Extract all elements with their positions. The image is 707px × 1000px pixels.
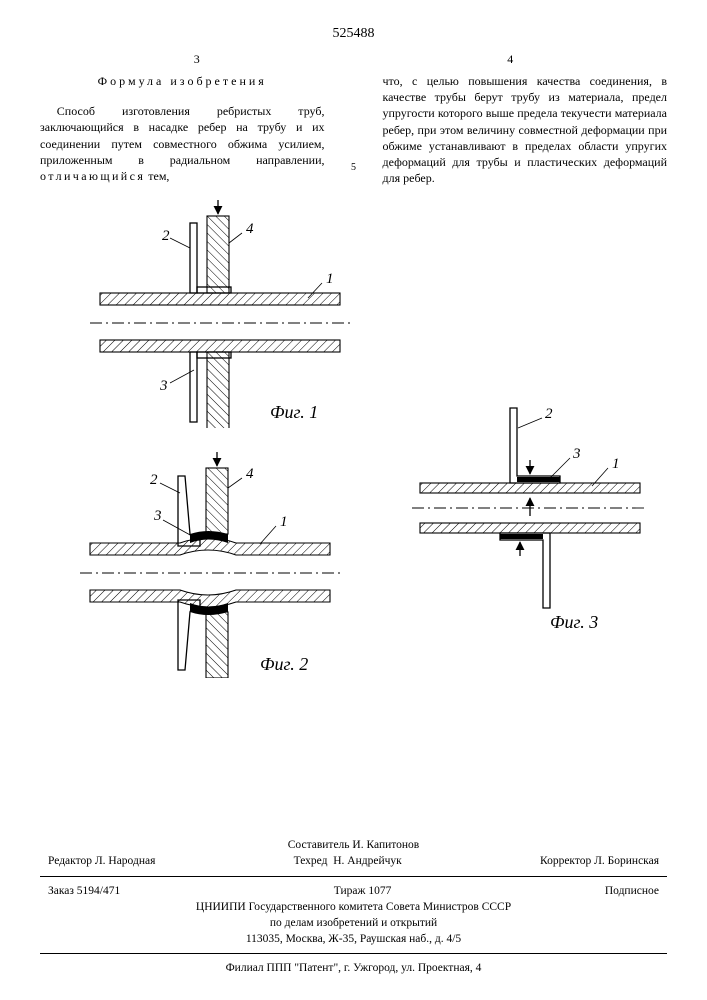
gutter: 5 (347, 73, 361, 186)
page: 525488 3 4 Формула изобретения Способ из… (0, 0, 707, 1000)
org1: ЦНИИПИ Государственного комитета Совета … (40, 899, 667, 915)
right-column: что, с целью повышения качества соединен… (383, 73, 668, 186)
fig3-caption: Фиг. 3 (550, 612, 598, 632)
compiler-name: И. Капитонов (352, 839, 419, 851)
column-numbers: 3 4 (40, 52, 667, 67)
compiler-label: Составитель (288, 839, 350, 851)
figure-2: 2 4 3 1 Фиг. 2 (60, 448, 370, 683)
figure-1: 2 4 1 3 Фиг. 1 (70, 198, 370, 433)
podpisnoe: Подписное (605, 883, 659, 899)
footer: Составитель И. Капитонов Редактор Л. Нар… (40, 837, 667, 976)
col-num-left: 3 (40, 52, 354, 67)
claim-right-paragraph: что, с целью повышения качества соединен… (383, 73, 668, 186)
claim-left-text: Способ изготовления ребристых труб, закл… (40, 104, 325, 167)
figures-area: 2 4 1 3 Фиг. 1 (40, 198, 667, 758)
fig1-label-1: 1 (326, 271, 334, 287)
fig3-label-2: 2 (545, 406, 553, 422)
fig1-label-4: 4 (246, 221, 254, 237)
fig2-label-1: 1 (280, 514, 288, 530)
fig1-caption: Фиг. 1 (270, 402, 318, 422)
order: Заказ 5194/471 (48, 883, 120, 899)
fig2-caption: Фиг. 2 (260, 654, 308, 674)
print-row: Заказ 5194/471 Тираж 1077 Подписное (48, 883, 659, 899)
fig1-label-2: 2 (162, 228, 170, 244)
left-column: Формула изобретения Способ изготовления … (40, 73, 325, 186)
line-marker-5: 5 (351, 161, 356, 175)
claim-left-tail: тем, (145, 169, 169, 183)
tirazh: Тираж 1077 (334, 883, 392, 899)
branch: Филиал ППП "Патент", г. Ужгород, ул. Про… (40, 960, 667, 976)
editor: Редактор Л. Народная (48, 853, 155, 869)
addr: 113035, Москва, Ж-35, Раушская наб., д. … (40, 931, 667, 947)
compiler-line: Составитель И. Капитонов (40, 837, 667, 853)
fig2-label-3: 3 (153, 508, 162, 524)
claim-left-paragraph: Способ изготовления ребристых труб, закл… (40, 103, 325, 184)
fig1-label-3: 3 (159, 378, 168, 394)
fig2-label-2: 2 (150, 472, 158, 488)
corrector: Корректор Л. Боринская (540, 853, 659, 869)
claim-title: Формула изобретения (40, 73, 325, 89)
techred: Техред Н. Андрейчук (294, 853, 402, 869)
fig3-label-1: 1 (612, 456, 620, 472)
fig3-label-3: 3 (572, 446, 581, 462)
org2: по делам изобретений и открытий (40, 915, 667, 931)
patent-number: 525488 (40, 26, 667, 42)
claim-spaced: отличающийся (40, 169, 145, 183)
col-num-right: 4 (354, 52, 668, 67)
credits-row: Редактор Л. Народная Техред Н. Андрейчук… (48, 853, 659, 869)
fig2-label-4: 4 (246, 466, 254, 482)
text-columns: Формула изобретения Способ изготовления … (40, 73, 667, 186)
figure-3: 2 3 1 Фиг. 3 (400, 378, 660, 643)
